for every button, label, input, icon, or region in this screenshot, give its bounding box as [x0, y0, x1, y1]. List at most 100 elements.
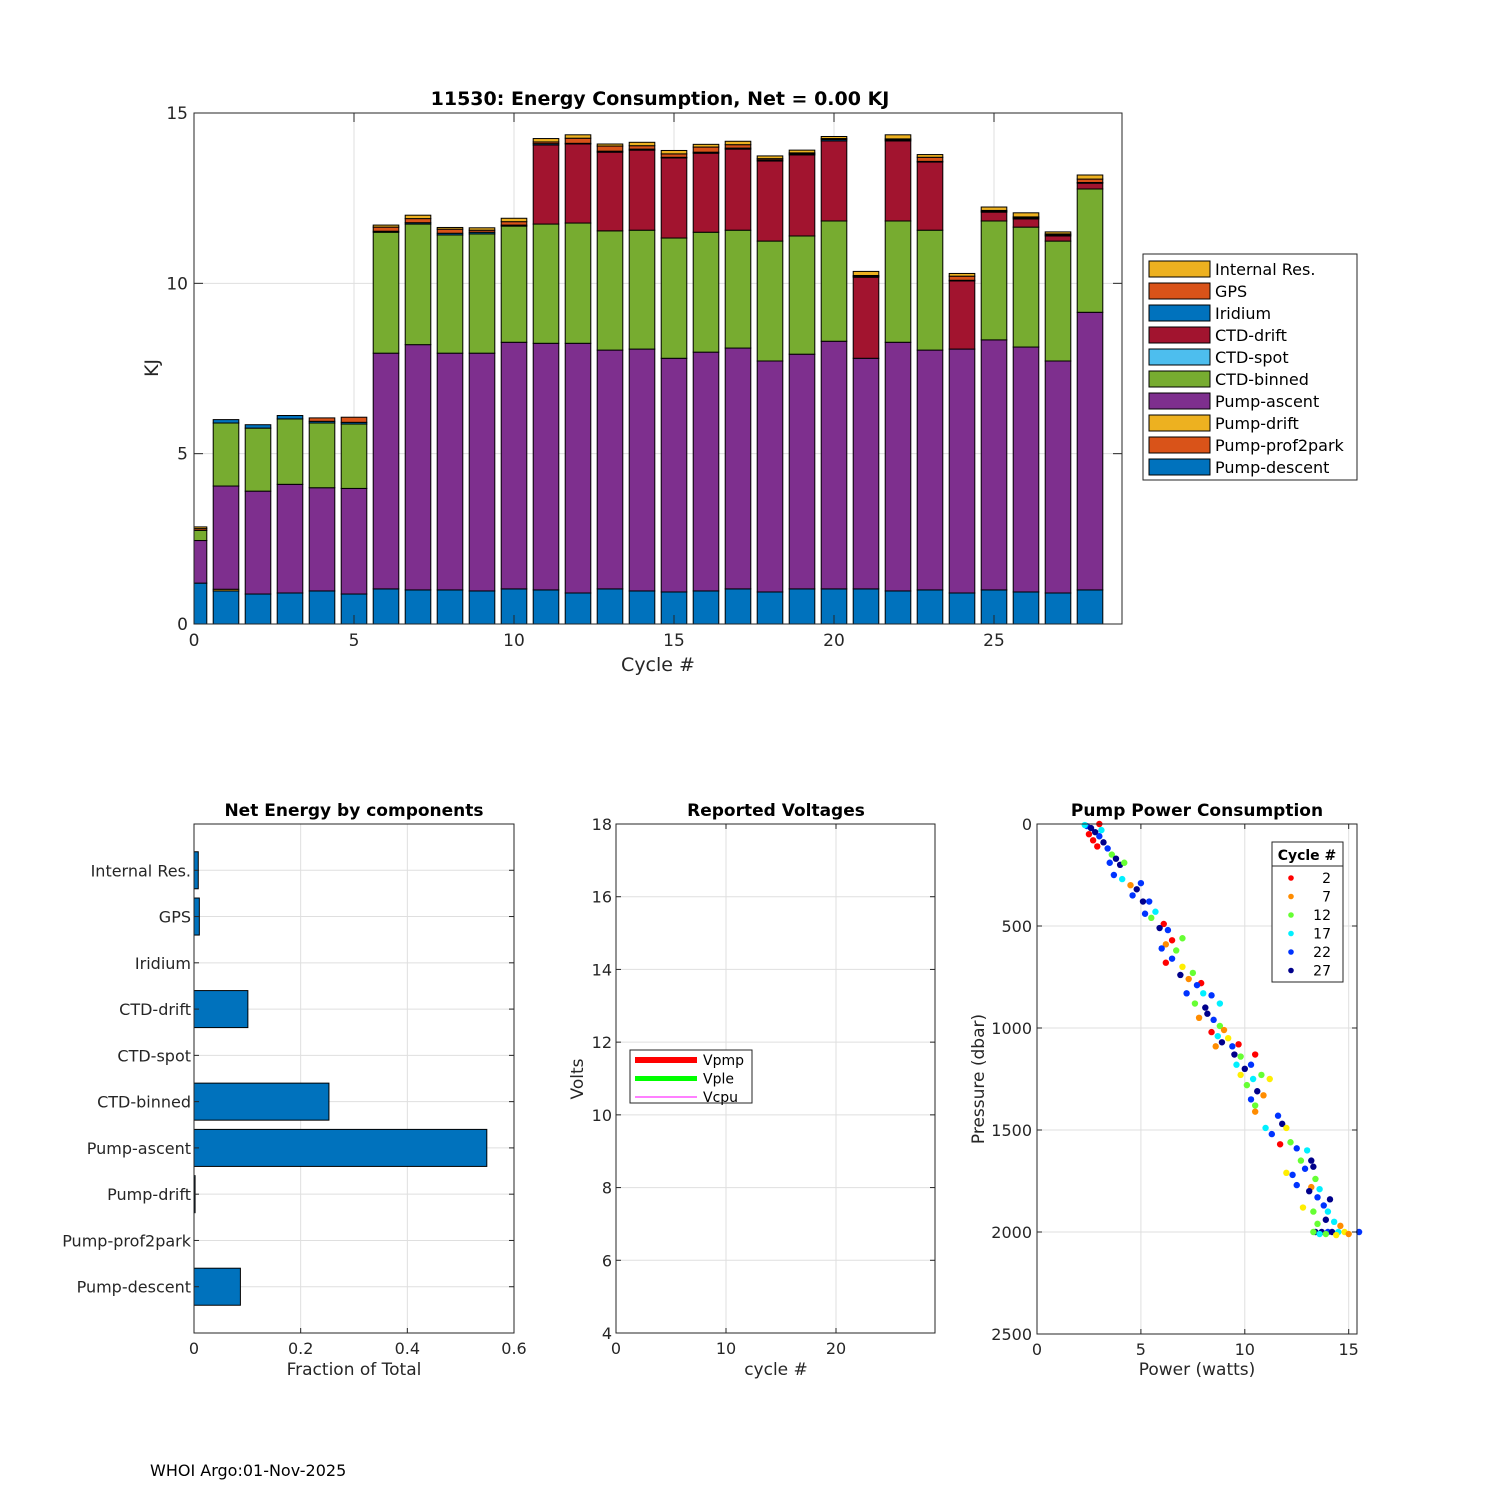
energy-bar-segment [212, 485, 240, 590]
energy-bar-segment [564, 592, 592, 625]
energy-axes-box [193, 112, 1123, 625]
energy-bar-segment [852, 588, 880, 625]
energy-bar-segment [820, 140, 848, 222]
energy-bar-segment [532, 138, 560, 143]
pump-point [1293, 1181, 1300, 1189]
pump-point [1156, 924, 1163, 932]
energy-bar-segment [468, 233, 496, 354]
pump-point [1118, 875, 1126, 883]
energy-legend-label: CTD-spot [1215, 348, 1289, 367]
energy-bar-segment [660, 153, 688, 158]
pump-legend-marker [1288, 930, 1294, 937]
energy-bar-segment [916, 154, 944, 158]
energy-bar-segment [628, 145, 656, 150]
energy-ytick-label: 10 [166, 274, 188, 294]
pump-point [1164, 926, 1172, 934]
pump-xtick-label: 5 [1136, 1340, 1146, 1359]
energy-bar-segment [1076, 178, 1104, 183]
pump-chart: 0 5 10 15 0 500 1000 1500 2000 2500 Pump Power Co… [969, 801, 1363, 1380]
pump-xlabel: Power (watts) [1139, 1360, 1256, 1380]
pump-point [1177, 971, 1184, 979]
pump-point [1241, 1065, 1248, 1073]
pump-point [1112, 855, 1120, 862]
pump-point [1268, 1130, 1276, 1138]
pump-point [1193, 981, 1201, 989]
energy-legend-swatch [1148, 414, 1211, 432]
net-ytick-label: Internal Res. [91, 861, 191, 880]
energy-legend-label: Pump-ascent [1215, 392, 1319, 411]
volts-ytick-label: 12 [592, 1033, 612, 1052]
pump-point [1233, 1061, 1240, 1068]
energy-bar-segment [628, 141, 656, 147]
energy-bar-segment [1044, 592, 1072, 625]
pump-point [1308, 1157, 1315, 1164]
volts-axes-box [615, 823, 936, 1334]
energy-bar-segment [628, 229, 656, 350]
pump-point [1173, 947, 1180, 954]
energy-bar-segment [532, 144, 560, 225]
energy-bar-segment [1076, 589, 1104, 625]
pump-point [1251, 1051, 1259, 1058]
pump-point [1322, 1230, 1330, 1238]
volts-title: Reported Voltages [687, 801, 865, 821]
energy-bar-segment [596, 349, 624, 590]
pump-point [1278, 1120, 1286, 1128]
energy-bar-segment [788, 154, 816, 237]
energy-bar-segment [948, 592, 976, 625]
energy-bar-segment [436, 226, 464, 230]
energy-bar-segment [756, 155, 784, 160]
energy-legend-swatch [1148, 326, 1211, 344]
energy-legend-swatch [1148, 392, 1211, 410]
pump-point [1216, 1022, 1224, 1030]
energy-bar-segment [884, 140, 912, 222]
energy-bar-segment [308, 487, 336, 592]
pump-point [1179, 963, 1186, 970]
energy-bar-segment [884, 134, 912, 140]
energy-bar-segment [820, 340, 848, 590]
energy-bar-segment [916, 156, 944, 162]
pump-point [1301, 1165, 1309, 1172]
pump-point [1087, 824, 1095, 832]
pump-point [1158, 945, 1165, 952]
net-ytick-label: GPS [159, 908, 191, 927]
net-ytick-label: CTD-spot [117, 1046, 191, 1065]
pump-ytick-label: 1500 [991, 1121, 1032, 1140]
energy-bar-segment [820, 220, 848, 342]
energy-xtick-label: 5 [349, 631, 360, 651]
energy-legend-swatch [1148, 304, 1211, 322]
pump-point [1314, 1220, 1321, 1228]
pump-point [1337, 1222, 1344, 1230]
energy-bar-segment [788, 353, 816, 590]
energy-legend: Internal Res. GPS Iridium CTD-drift CTD-spot… [1142, 253, 1358, 481]
energy-bars [193, 134, 1104, 625]
pump-point [1108, 851, 1116, 858]
energy-bar-segment [372, 226, 400, 232]
energy-bar-segment [1076, 188, 1104, 313]
pump-xtick-label: 0 [1032, 1340, 1042, 1359]
pump-point [1137, 879, 1145, 887]
net-xlabel: Fraction of Total [287, 1360, 422, 1380]
net-ytick-label: Iridium [135, 954, 191, 973]
pump-legend-label: 12 [1313, 908, 1331, 924]
energy-bar-segment [628, 348, 656, 592]
volts-legend-label: Vcpu [703, 1090, 738, 1106]
energy-bar-segment [980, 339, 1008, 591]
energy-bar-segment [564, 222, 592, 344]
energy-legend-label: GPS [1215, 282, 1247, 301]
energy-bar-segment [1044, 231, 1072, 235]
pump-point [1081, 821, 1088, 829]
pump-point [1216, 1000, 1224, 1007]
volts-xtick-label: 0 [611, 1339, 621, 1358]
energy-bar-segment [372, 352, 400, 590]
pump-point [1247, 1096, 1255, 1103]
pump-legend-marker [1288, 893, 1294, 900]
pump-ylabel: Pressure (dbar) [969, 1014, 989, 1144]
pump-legend-label: 7 [1322, 890, 1331, 906]
net-xtick-label: 0 [189, 1339, 199, 1358]
energy-bar-segment [596, 230, 624, 351]
energy-ytick-label: 5 [177, 445, 188, 465]
pump-point [1251, 1102, 1259, 1109]
energy-bar-segment [628, 590, 656, 625]
energy-bar-segment [596, 143, 624, 147]
